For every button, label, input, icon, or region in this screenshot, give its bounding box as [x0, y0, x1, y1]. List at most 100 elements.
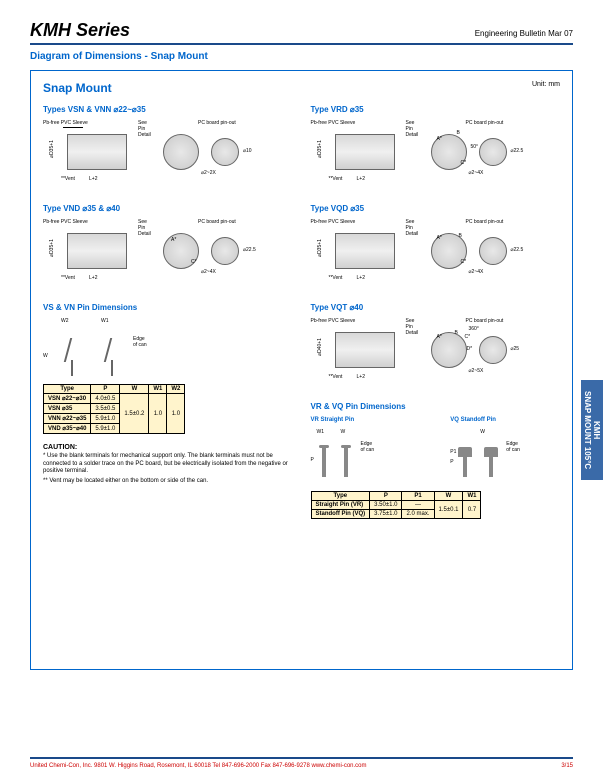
pin-detail-label: See Pin Detail — [138, 120, 151, 138]
sleeve-label: Pb-free PVC Sleeve — [311, 120, 356, 126]
th-p: P — [370, 492, 402, 501]
l2-label: L+2 — [357, 374, 365, 380]
pin-detail-label: See Pin Detail — [406, 318, 419, 336]
pinout-label: PC board pin-out — [198, 120, 236, 126]
a-label: A* — [437, 334, 442, 340]
pinout-label: PC board pin-out — [466, 120, 504, 126]
sleeve-label: Pb-free PVC Sleeve — [311, 318, 356, 324]
footer-page: 3/15 — [561, 763, 573, 769]
type-vqt-title: Type VQT ⌀40 — [311, 303, 561, 312]
phi25-label: ⌀25 — [511, 346, 520, 352]
p-label: P — [311, 457, 314, 463]
th-w: W — [120, 385, 149, 394]
edge-label: Edge of can — [361, 441, 375, 453]
a-label: A* — [437, 136, 442, 142]
l2-label: L+2 — [89, 176, 97, 182]
diagram-vnd: Pb-free PVC Sleeve See Pin Detail PC boa… — [43, 219, 293, 289]
l2-label: L+2 — [357, 275, 365, 281]
b-label: B — [455, 330, 458, 336]
vq-standoff-title: VQ Standoff Pin — [450, 417, 560, 423]
th-w2: W2 — [167, 385, 185, 394]
standoff-pin-icon — [458, 437, 472, 477]
c-label: C* — [461, 259, 467, 265]
pin-diagram-vr: W1 W P Edge of can — [311, 429, 421, 477]
pinout-label: PC board pin-out — [198, 219, 236, 225]
w-label: W — [43, 353, 48, 359]
diagram-vqd: Pb-free PVC Sleeve See Pin Detail PC boa… — [311, 219, 561, 289]
d35-label: ⌀D35+1 — [316, 239, 322, 257]
caution-note1: * Use the blank terminals for mechanical… — [43, 453, 293, 476]
pinout-label: PC board pin-out — [466, 318, 504, 324]
type-vrd-title: Type VRD ⌀35 — [311, 105, 561, 114]
phi2-4x-label: ⌀2~4X — [469, 170, 484, 176]
diagram-box: Snap Mount Unit: mm Types VSN & VNN ⌀22~… — [30, 70, 573, 670]
pin-detail-label: See Pin Detail — [138, 219, 151, 237]
section-title: Diagram of Dimensions - Snap Mount — [30, 51, 573, 62]
bent-pin-icon — [63, 338, 83, 378]
vs-vn-pin-title: VS & VN Pin Dimensions — [43, 303, 293, 312]
table-vs-vn: Type P W W1 W2 VSN ⌀22~⌀30 4.0±0.5 1.5±0… — [43, 384, 185, 434]
a-label: A* — [171, 237, 176, 243]
vr-vq-pin-title: VR & VQ Pin Dimensions — [311, 402, 561, 411]
b-label: B — [459, 233, 462, 239]
table-vr-vq: Type P P1 W W1 Straight Pin (VR) 3.50±1.… — [311, 491, 482, 519]
type-vqd-title: Type VQD ⌀35 — [311, 204, 561, 213]
table-row: Straight Pin (VR) 3.50±1.0 — 1.5±0.1 0.7 — [311, 501, 481, 510]
footer-company: United Chemi-Con, Inc. 9801 W. Higgins R… — [30, 763, 367, 769]
d35-label: ⌀D35+1 — [49, 140, 55, 158]
s360-label: 360° — [469, 326, 479, 332]
d35-label: ⌀D35+1 — [49, 239, 55, 257]
c-label: C* — [461, 160, 467, 166]
vent-label: **Vent — [61, 275, 75, 281]
right-column: Type VRD ⌀35 Pb-free PVC Sleeve See Pin … — [311, 105, 561, 519]
l2-label: L+2 — [89, 275, 97, 281]
th-w1: W1 — [149, 385, 167, 394]
phi2-5x-label: ⌀2~5X — [469, 368, 484, 374]
bulletin-date: Engineering Bulletin Mar 07 — [475, 29, 573, 38]
vent-label: **Vent — [329, 374, 343, 380]
pin-diagram-vs-vn: W2 W1 Edge of can W — [43, 318, 293, 378]
th-type: Type — [311, 492, 370, 501]
vent-label: **Vent — [329, 275, 343, 281]
snap-mount-title: Snap Mount — [43, 81, 560, 95]
standoff-pin-icon — [484, 437, 498, 477]
phi22-5-label: ⌀22.5 — [511, 148, 524, 154]
table-row: VSN ⌀22~⌀30 4.0±0.5 1.5±0.2 1.0 1.0 — [44, 394, 185, 404]
diagram-vsn-vnn: Pb-free PVC Sleeve See Pin Detail PC boa… — [43, 120, 293, 190]
vr-straight-title: VR Straight Pin — [311, 417, 421, 423]
th-w: W — [434, 492, 463, 501]
vent-label: **Vent — [329, 176, 343, 182]
pin-diagram-vq: W P1 P Edge of can — [450, 429, 560, 477]
pin-detail-label: See Pin Detail — [406, 219, 419, 237]
d35-label: ⌀D35+1 — [316, 140, 322, 158]
th-p: P — [91, 385, 120, 394]
diagram-vqt: Pb-free PVC Sleeve See Pin Detail PC boa… — [311, 318, 561, 388]
straight-pin-icon — [341, 437, 351, 477]
l2-label: L+2 — [357, 176, 365, 182]
c-label: C* — [465, 334, 471, 340]
pinout-label: PC board pin-out — [466, 219, 504, 225]
w1-label: W1 — [101, 318, 109, 324]
w-label: W — [341, 429, 346, 435]
caution-note2: ** Vent may be located either on the bot… — [43, 478, 293, 486]
phi10-label: ⌀10 — [243, 148, 252, 154]
b-label: B — [457, 130, 460, 136]
d40-label: ⌀D40+1 — [316, 338, 322, 356]
c-label: C* — [191, 259, 197, 265]
series-title: KMH Series — [30, 20, 130, 41]
d-label: D* — [467, 346, 473, 352]
w-label: W — [480, 429, 485, 435]
unit-label: Unit: mm — [532, 81, 560, 88]
bent-pin-icon — [103, 338, 123, 378]
sleeve-label: Pb-free PVC Sleeve — [43, 219, 88, 225]
pin-detail-label: See Pin Detail — [406, 120, 419, 138]
phi2-4x-label: ⌀2~4X — [201, 269, 216, 275]
page-footer: United Chemi-Con, Inc. 9801 W. Higgins R… — [30, 757, 573, 769]
edge-label: Edge of can — [506, 441, 520, 453]
straight-pin-icon — [319, 437, 329, 477]
w1-label: W1 — [317, 429, 325, 435]
sleeve-label: Pb-free PVC Sleeve — [311, 219, 356, 225]
th-p1: P1 — [402, 492, 434, 501]
a-label: A* — [437, 235, 442, 241]
th-w1: W1 — [463, 492, 481, 501]
